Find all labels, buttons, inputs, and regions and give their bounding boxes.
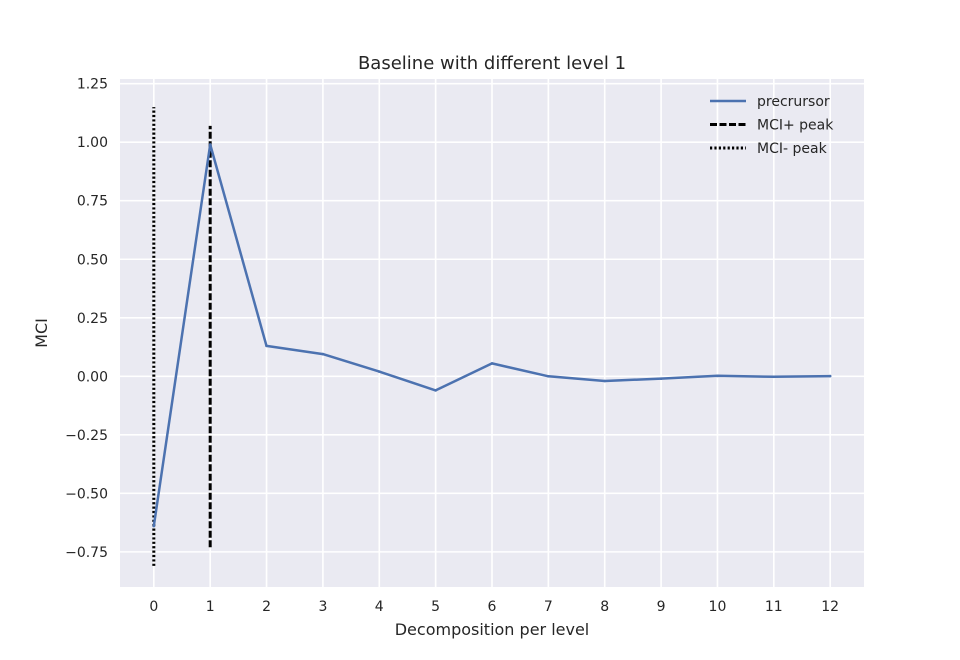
x-tick-label: 12	[821, 599, 839, 615]
data-point	[434, 389, 437, 392]
legend: precrursor MCI+ peak MCI- peak	[710, 94, 834, 157]
x-tick-label: 3	[318, 599, 327, 615]
data-point	[603, 379, 607, 383]
x-tick-label: 2	[262, 599, 271, 615]
data-point	[321, 352, 325, 356]
y-tick-label: 0.00	[77, 369, 108, 385]
y-tick-label: −0.75	[65, 545, 108, 561]
y-tick-label: 0.25	[77, 311, 108, 327]
x-tick-label: 9	[657, 599, 666, 615]
data-point	[265, 344, 268, 348]
data-point	[772, 375, 776, 379]
legend-entry-series-label: precrursor	[757, 94, 830, 110]
series-layer	[152, 107, 832, 566]
data-point	[547, 375, 550, 378]
y-axis-label: MCI	[32, 318, 51, 348]
y-tick-label: −0.25	[65, 428, 108, 444]
data-point	[377, 370, 381, 373]
x-axis-ticks: 0 1 2 3 4 5 6 7 8 9 10 11 12	[149, 599, 839, 615]
x-tick-label: 10	[709, 599, 727, 615]
legend-entry-vline-label: MCI+ peak	[757, 118, 834, 134]
x-axis-label: Decomposition per level	[395, 620, 590, 639]
y-tick-label: −0.50	[65, 486, 108, 502]
x-tick-label: 5	[431, 599, 440, 615]
data-point	[828, 374, 832, 378]
data-point	[490, 362, 494, 365]
x-tick-label: 11	[765, 599, 783, 615]
data-point	[716, 374, 719, 378]
x-tick-label: 0	[149, 599, 158, 615]
y-tick-label: 1.25	[77, 77, 108, 93]
chart-title: Baseline with different level 1	[358, 53, 626, 74]
x-tick-label: 8	[600, 599, 609, 615]
x-tick-label: 6	[488, 599, 497, 615]
y-tick-label: 0.75	[77, 194, 108, 210]
x-tick-label: 7	[544, 599, 553, 615]
y-tick-label: 0.50	[77, 252, 108, 268]
legend-entry-vline-label: MCI- peak	[757, 141, 828, 157]
data-point	[659, 377, 663, 380]
y-tick-label: 1.00	[77, 135, 108, 151]
x-tick-label: 1	[206, 599, 215, 615]
data-point	[152, 524, 156, 528]
x-tick-label: 4	[375, 599, 384, 615]
data-point	[208, 143, 212, 146]
y-axis-ticks: −0.75 −0.50 −0.25 0.00 0.25 0.50 0.75 1.00 1.25	[65, 77, 108, 561]
